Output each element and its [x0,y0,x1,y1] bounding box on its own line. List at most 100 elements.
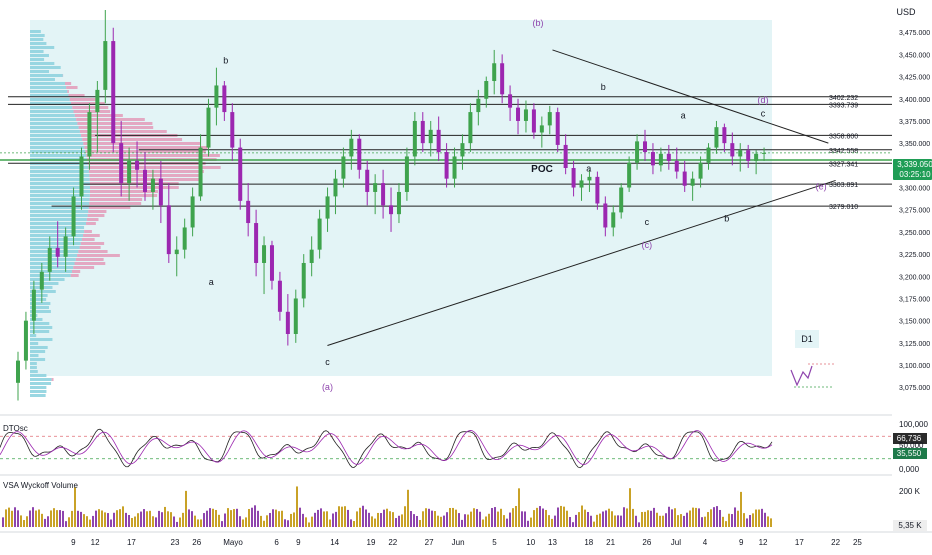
profile-bar-volume [72,106,108,109]
volume-bar [551,519,553,527]
volume-bar [710,509,712,527]
volume-bar [86,516,88,527]
volume-bar [740,492,742,527]
volume-bar [323,511,325,527]
volume-bar [26,516,28,527]
volume-bar [149,511,151,527]
candle-body [572,168,576,188]
candle-body [381,183,385,205]
profile-bar-volume [84,146,207,149]
volume-bar [182,513,184,527]
profile-bar-volume [87,218,99,221]
candle-body [278,281,282,312]
volume-bar [230,510,232,527]
profile-bar-value [30,262,75,265]
volume-bar [308,522,310,527]
volume-bar [539,506,541,527]
candle-body [738,150,742,156]
volume-bar [536,508,538,527]
volume-bar [314,513,316,527]
volume-bar [110,519,112,527]
volume-bar [68,517,70,527]
volume-bar [380,513,382,527]
candle-body [135,161,139,170]
level-label-6: 3279.010 [829,204,858,211]
candle-body [191,196,195,227]
time-tick-1: 12 [91,538,100,547]
candle-body [611,212,615,227]
volume-bar [302,514,304,527]
time-tick-12: Jun [452,538,465,547]
candle-body [357,139,361,170]
profile-bar-value [30,258,76,261]
profile-bar-value [30,378,52,381]
volume-bar [89,520,91,527]
time-tick-13: 5 [492,538,497,547]
price-tick-4: 3,375.000 [899,119,930,126]
volume-bar [203,513,205,527]
volume-bar [254,505,256,527]
profile-bar-volume [71,274,79,277]
volume-bar [671,509,673,527]
volume-bar [482,519,484,527]
time-tick-5: Mayo [223,538,243,547]
volume-bar [278,511,280,527]
candle-body [127,161,131,183]
candle-body [730,143,734,156]
volume-bar [413,514,415,527]
price-tick-10: 3,225.000 [899,252,930,259]
profile-bar-value [30,142,83,145]
volume-bar [422,511,424,527]
candle-body [580,180,584,187]
candle-body [48,248,52,272]
profile-bar-value [30,250,78,253]
current-price-label: 3,339.050 [897,160,932,169]
wave-label-9: a [681,110,686,120]
oscillator-name[interactable]: DTOsc [3,424,28,433]
candle-body [286,312,290,334]
volume-bar [560,506,562,527]
currency-label[interactable]: USD [896,7,916,17]
candle-body [294,298,298,334]
volume-bar [554,516,556,527]
volume-bar [188,509,190,527]
volume-bar [269,513,271,527]
volume-bar [749,515,751,527]
profile-bar-value [30,70,49,73]
candle-body [183,227,187,249]
volume-bar [431,511,433,527]
volume-bar [494,507,496,527]
time-tick-11: 27 [425,538,434,547]
volume-bar [125,513,127,527]
volume-bar [59,510,61,527]
volume-bar [695,508,697,527]
volume-name[interactable]: VSA Wyckoff Volume [3,481,78,490]
profile-bar-value [30,66,61,69]
volume-bar [485,517,487,527]
candle-body [262,245,266,263]
volume-bar [20,515,22,527]
wave-label-4: (b) [532,18,543,28]
time-tick-14: 10 [526,538,535,547]
volume-bar [707,512,709,527]
price-tick-7: 3,300.000 [899,186,930,193]
volume-bar [50,510,52,527]
candle-body [421,121,425,143]
volume-bar [38,510,40,527]
volume-bar [458,513,460,527]
volume-bar [119,509,121,527]
volume-bar [335,512,337,527]
volume-bar [581,506,583,527]
volume-bar [719,510,721,527]
profile-bar-volume [89,202,141,205]
volume-bar [683,516,685,527]
volume-bar [170,512,172,527]
volume-bar [650,511,652,527]
profile-bar-value [30,118,76,121]
profile-bar-value [30,214,88,217]
candle-body [707,148,711,163]
profile-bar-volume [80,246,101,249]
candle-body [635,141,639,162]
profile-bar-value [30,218,87,221]
